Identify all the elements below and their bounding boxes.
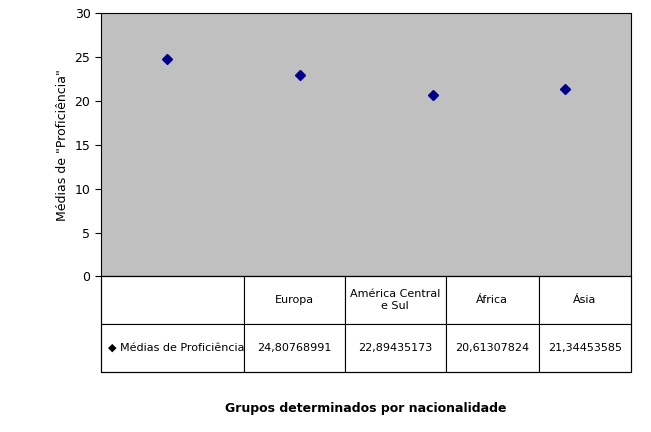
Text: Grupos determinados por nacionalidade: Grupos determinados por nacionalidade xyxy=(225,402,507,415)
Y-axis label: Médias de "Proficiência": Médias de "Proficiência" xyxy=(56,69,69,221)
